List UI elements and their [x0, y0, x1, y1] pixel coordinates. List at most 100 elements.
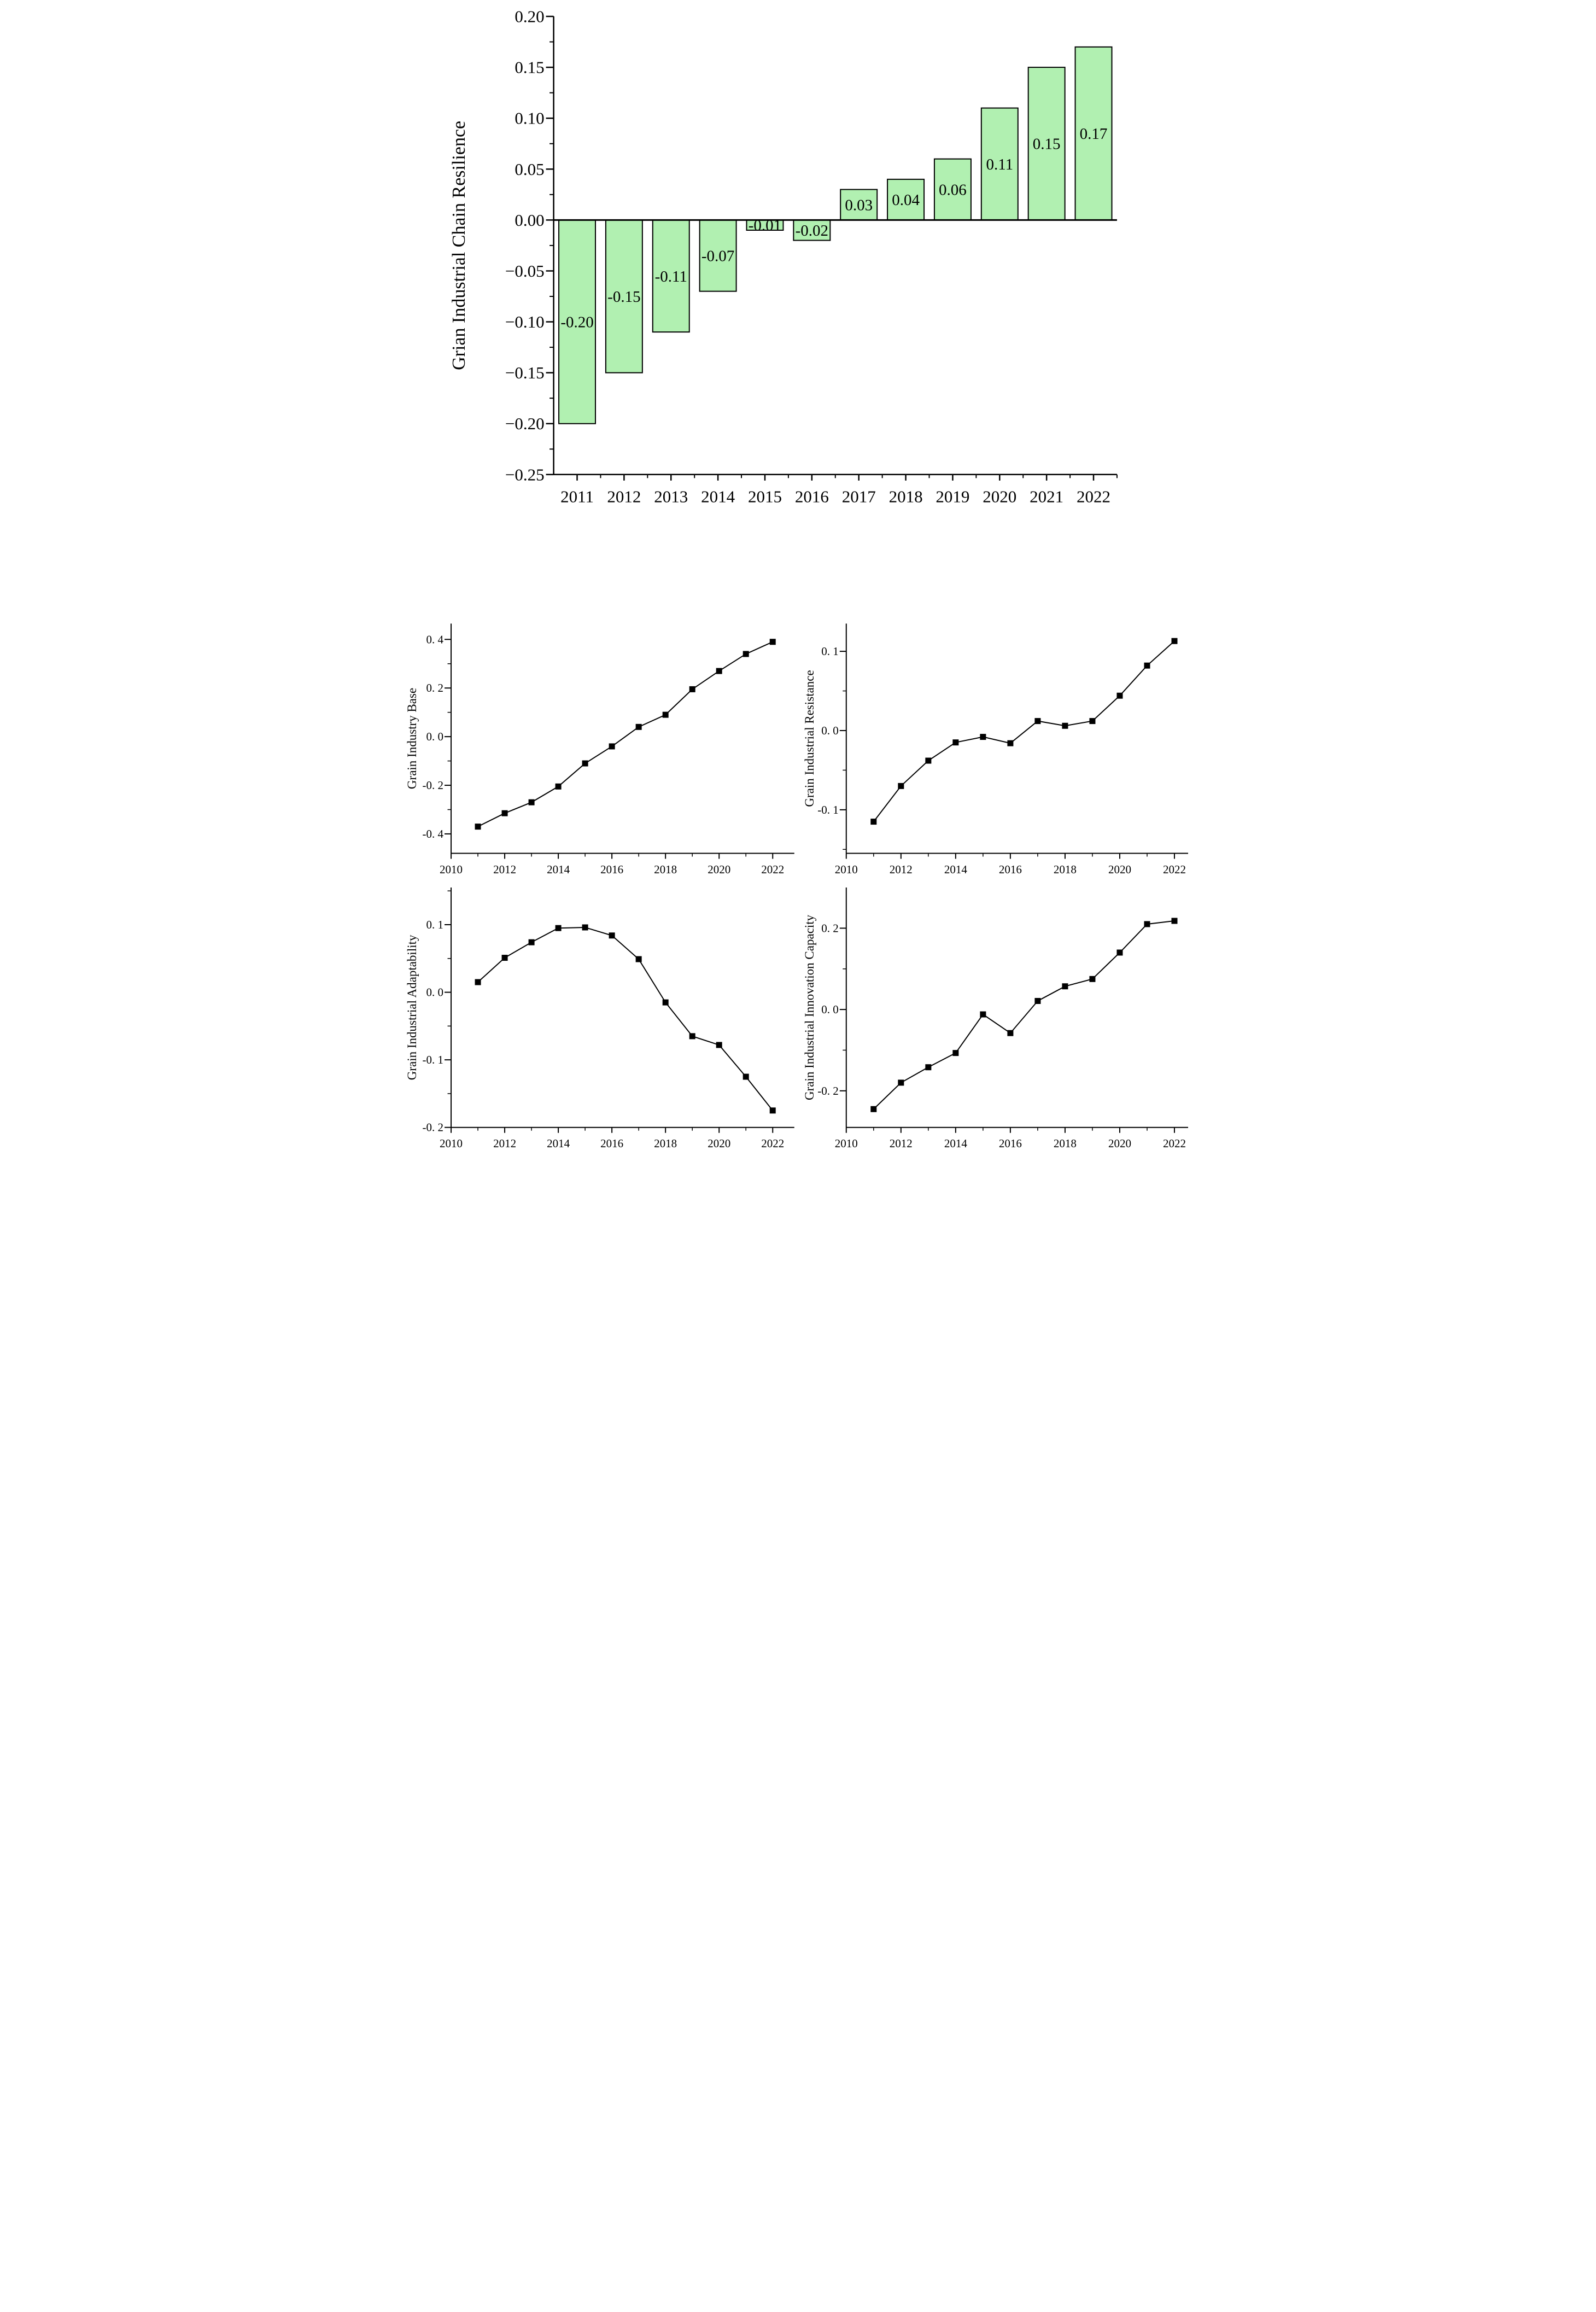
bar [792, 219, 831, 241]
data-point-marker [925, 1064, 931, 1071]
x-tick-label: 2016 [600, 863, 623, 876]
x-tick-label: 2022 [1162, 1137, 1185, 1150]
x-tick-label: 2014 [944, 1137, 967, 1150]
data-point-marker [1089, 718, 1095, 725]
data-point-marker [501, 810, 508, 816]
y-tick-label: -0. 1 [422, 1053, 443, 1066]
data-point-marker [1089, 976, 1095, 982]
y-tick-label: -0. 1 [817, 803, 839, 816]
data-point-marker [635, 956, 642, 962]
x-tick-label: 2022 [761, 863, 784, 876]
y-tick-label: -0. 2 [817, 1084, 839, 1097]
data-point-marker [1061, 983, 1068, 990]
data-point-marker [952, 1050, 958, 1056]
x-tick-label: 2014 [547, 863, 570, 876]
y-tick-label: −0.20 [505, 414, 544, 433]
line-chart-y-axis-title: Grain Industrial Resistance [802, 670, 816, 807]
bar-chart-y-axis-title: Grian Industrial Chain Resilience [449, 121, 469, 370]
data-point-marker [1034, 718, 1040, 725]
bar [1027, 67, 1066, 221]
data-point-marker [1034, 997, 1040, 1004]
y-tick-label: 0.15 [515, 58, 544, 77]
bar-value-label: 0.03 [845, 196, 873, 214]
y-tick-label: -0. 2 [422, 779, 443, 792]
x-tick-label: 2020 [708, 863, 730, 876]
x-tick-label: 2012 [889, 1137, 912, 1150]
x-tick-label: 2013 [654, 487, 688, 506]
bar-value-label: 0.15 [1032, 136, 1060, 153]
data-point-marker [1143, 921, 1150, 927]
y-tick-label: 0.05 [515, 160, 544, 179]
bar [605, 219, 643, 373]
bar-value-label: -0.11 [654, 268, 687, 285]
y-tick-label: -0. 2 [422, 1121, 443, 1134]
data-point-marker [609, 743, 615, 750]
data-line [873, 920, 1174, 1110]
data-point-marker [716, 1042, 722, 1048]
data-point-marker [662, 999, 669, 1006]
x-tick-label: 2020 [1108, 863, 1131, 876]
y-tick-label: 0. 1 [426, 918, 443, 931]
x-tick-label: 2010 [440, 1137, 463, 1150]
x-tick-label: 2010 [834, 1137, 857, 1150]
y-tick-label: 0. 0 [426, 730, 443, 743]
y-tick-label: 0. 4 [426, 633, 443, 646]
bar-value-label: 0.06 [939, 182, 967, 199]
x-tick-label: 2012 [889, 863, 912, 876]
y-tick-label: −0.25 [505, 465, 544, 484]
data-point-marker [1116, 949, 1123, 956]
data-point-marker [743, 1073, 749, 1080]
bar-value-label: 0.11 [986, 156, 1013, 173]
y-tick-label: 0.20 [515, 7, 544, 26]
y-tick-label: 0. 0 [821, 1003, 839, 1016]
bar-value-label: 0.04 [892, 191, 920, 209]
data-point-marker [528, 939, 535, 945]
data-point-marker [689, 686, 695, 692]
line-chart-y-axis-title: Grain Industrial Adaptability [405, 935, 419, 1080]
data-point-marker [582, 760, 588, 767]
x-tick-label: 2018 [888, 487, 922, 506]
data-point-marker [475, 824, 481, 830]
bar-value-label: -0.07 [701, 248, 734, 265]
x-tick-label: 2022 [761, 1137, 784, 1150]
data-point-marker [1116, 692, 1123, 699]
x-tick-label: 2021 [1030, 487, 1063, 506]
data-point-marker [555, 783, 562, 790]
y-tick-label: 0. 0 [426, 986, 443, 999]
bar [933, 158, 972, 221]
data-line [477, 926, 773, 1111]
data-point-marker [609, 932, 615, 939]
y-tick-label: 0. 2 [821, 921, 839, 935]
x-tick-label: 2020 [983, 487, 1016, 506]
line-chart-y-axis-title: Grain Industry Base [405, 688, 419, 789]
data-line [873, 640, 1175, 822]
bar-value-label: 0.17 [1079, 125, 1107, 143]
data-point-marker [475, 979, 481, 985]
y-tick-label: −0.10 [505, 312, 544, 331]
data-point-marker [635, 723, 642, 730]
y-tick-label: 0.10 [515, 109, 544, 128]
x-tick-label: 2022 [1162, 863, 1185, 876]
data-point-marker [555, 925, 562, 931]
x-tick-label: 2018 [654, 863, 677, 876]
bar [980, 107, 1019, 221]
x-tick-label: 2012 [493, 1137, 516, 1150]
data-point-marker [979, 1011, 986, 1018]
bar [1074, 46, 1113, 221]
x-tick-label: 2020 [1108, 1137, 1131, 1150]
y-tick-label: 0. 0 [821, 724, 839, 737]
x-tick-label: 2012 [493, 863, 516, 876]
x-tick-label: 2016 [998, 863, 1021, 876]
data-point-marker [1171, 638, 1177, 644]
data-point-marker [1007, 1030, 1013, 1036]
y-tick-label: −0.15 [505, 363, 544, 382]
x-tick-label: 2019 [936, 487, 969, 506]
x-tick-label: 2016 [794, 487, 828, 506]
data-point-marker [769, 1107, 776, 1114]
data-point-marker [952, 739, 958, 746]
y-tick-label: 0. 1 [821, 645, 839, 658]
y-tick-label: −0.05 [505, 261, 544, 281]
data-point-marker [528, 799, 535, 805]
x-tick-label: 2015 [747, 487, 781, 506]
data-point-marker [897, 1079, 904, 1086]
